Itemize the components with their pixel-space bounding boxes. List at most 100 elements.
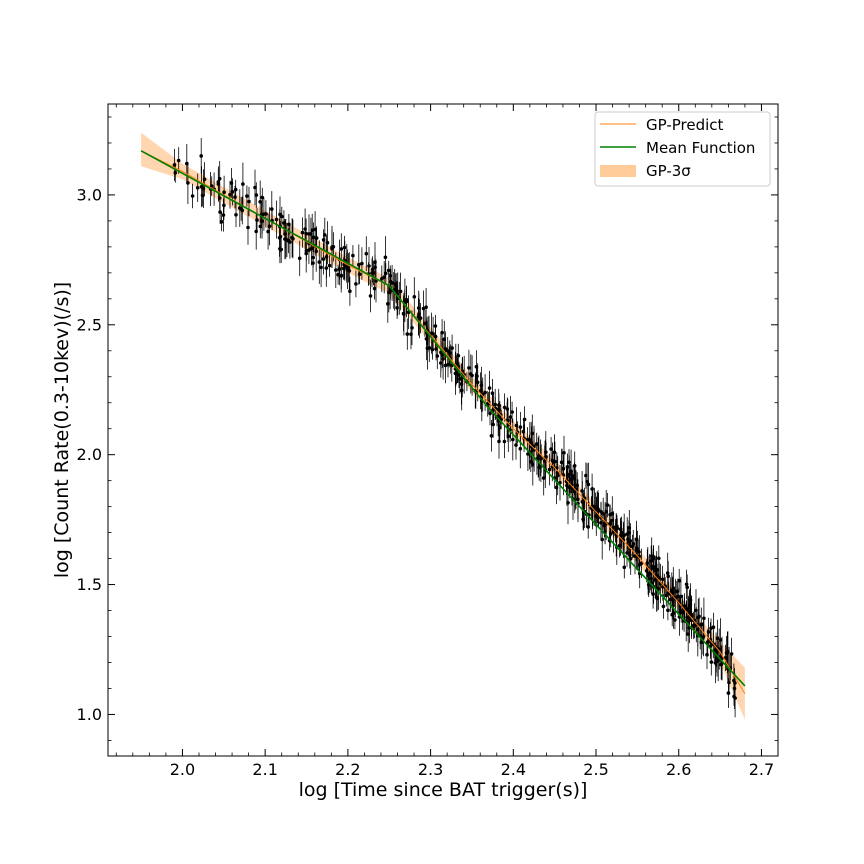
data-point [732,663,736,698]
legend: GP-Predict Mean Function GP-3σ [594,111,771,187]
data-marker [430,347,435,352]
data-marker [394,285,399,289]
data-marker [566,501,570,505]
data-marker [234,213,238,217]
data-marker [541,476,546,480]
data-marker [228,192,232,197]
data-marker [336,272,340,277]
data-point [216,168,221,195]
data-point [303,208,307,250]
data-marker [514,443,518,447]
data-marker [653,568,657,573]
data-marker [621,538,626,542]
legend-gp-band-label: GP-3σ [646,162,691,180]
data-point [405,318,410,350]
data-marker [490,391,495,396]
data-marker [706,630,711,634]
x-tick-label: 2.3 [418,760,443,779]
data-marker [433,324,438,328]
data-point [511,418,515,461]
data-point [219,212,224,232]
legend-box [594,111,771,187]
data-marker [398,289,403,294]
data-point [653,558,657,583]
data-marker [260,195,265,200]
data-marker [562,451,566,455]
data-marker [339,274,344,278]
data-marker [483,390,487,395]
data-point [551,452,555,472]
data-marker [709,660,714,664]
data-marker [240,208,245,213]
data-point [360,247,364,280]
data-point [364,236,369,272]
data-marker [555,473,560,478]
data-marker [217,176,222,181]
data-marker [685,615,689,620]
data-point [705,629,710,655]
data-marker [339,247,344,251]
data-marker [622,565,627,570]
data-marker [416,314,421,319]
data-marker [199,154,203,158]
data-marker [412,295,417,299]
data-marker [330,245,334,249]
data-marker [718,638,723,642]
data-point [502,393,507,422]
data-marker [351,253,355,258]
data-point [679,576,683,616]
data-marker [705,652,709,657]
data-marker [388,274,393,278]
data-marker [201,186,206,191]
data-marker [274,217,279,222]
data-marker [590,487,594,491]
data-marker [327,263,332,268]
data-point [696,598,701,637]
data-point [421,290,426,327]
data-point [217,161,222,197]
data-point [584,462,588,489]
y-tick-label: 2.0 [77,445,102,464]
data-marker [487,386,492,390]
data-point [398,272,403,311]
data-marker [628,553,632,557]
data-point [692,615,696,638]
data-marker [291,237,295,241]
data-point [552,434,557,471]
data-point [729,637,734,670]
data-point [319,247,323,288]
data-point [668,586,673,613]
data-marker [526,452,530,456]
data-marker [581,517,585,522]
data-point [555,455,560,496]
data-marker [502,405,507,410]
y-axis-label: log [Count Rate(0.3-10kev)(/s)] [51,282,73,578]
data-marker [278,247,282,251]
data-marker [314,249,319,254]
data-point [233,185,237,209]
x-tick-label: 2.4 [501,760,526,779]
data-point [173,162,178,183]
data-point [627,510,632,546]
data-marker [364,251,369,256]
data-marker [615,526,620,531]
data-marker [459,388,464,393]
data-point [185,144,189,184]
data-marker [254,193,259,197]
data-marker [565,465,570,469]
data-marker [661,604,666,609]
x-tick-label: 2.1 [252,760,277,779]
data-marker [303,227,307,231]
data-marker [576,497,580,502]
data-point [518,412,523,443]
data-point [267,207,272,246]
data-marker [670,612,674,617]
data-marker [732,678,736,683]
data-marker [241,182,245,186]
data-marker [260,219,264,223]
data-point [285,222,289,257]
data-marker [317,260,322,264]
data-point [580,471,584,511]
data-point [228,180,232,209]
